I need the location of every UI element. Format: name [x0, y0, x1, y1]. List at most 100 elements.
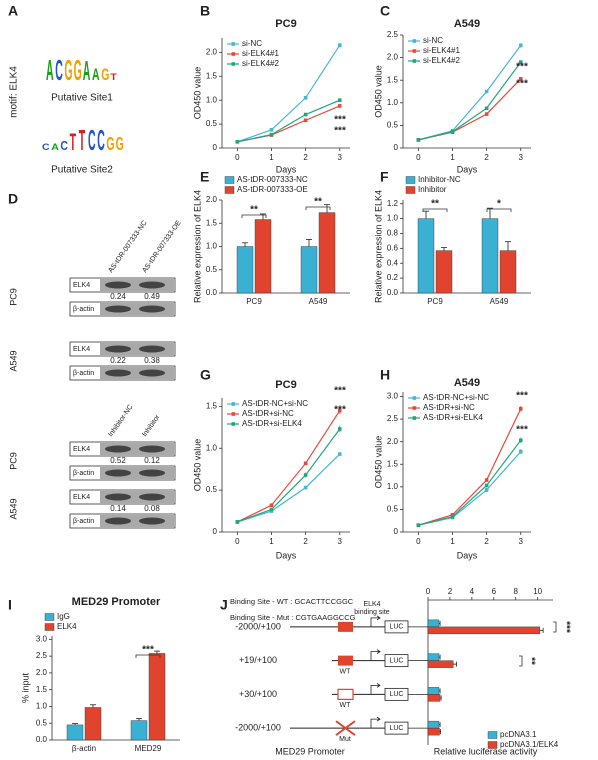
data-point: [269, 503, 274, 507]
cell-label: A549: [8, 350, 18, 371]
panel-label: D: [8, 191, 18, 207]
y-axis-label: OD450 value: [373, 65, 383, 118]
significance: **: [431, 199, 439, 210]
bar: [499, 250, 517, 294]
x-tick-label: 0: [235, 153, 240, 162]
y-tick-label: 0.5: [387, 121, 399, 130]
logo-letter: T: [70, 128, 76, 155]
y-tick-label: 2.0: [387, 437, 399, 446]
y-tick-label: 1.0: [387, 482, 399, 491]
logo-letter: T: [79, 123, 86, 156]
legend-label: pcDNA3.1: [500, 730, 537, 739]
legend-label: AS-tDR+si-NC: [242, 409, 294, 418]
y-tick-label: 3.0: [36, 634, 48, 643]
legend-label: AS-tDR-NC+si-NC: [423, 393, 489, 402]
site-label: Putative Site2: [51, 165, 113, 176]
data-point: [337, 98, 342, 102]
y-tick-label: 0.4: [387, 258, 399, 267]
series-line: [418, 408, 522, 526]
logo-letter: C: [55, 53, 63, 86]
y-tick-label: 1.0: [387, 98, 399, 107]
binding-site: [338, 655, 353, 666]
bar: [427, 687, 440, 695]
y-tick-label: 2.5: [36, 651, 48, 660]
blot-band: [139, 445, 165, 453]
data-point: [303, 473, 308, 477]
legend-swatch: [44, 613, 55, 621]
legend-marker: [412, 49, 417, 53]
legend-swatch: [405, 186, 416, 194]
logo-letter: T: [110, 73, 116, 83]
legend-label: si-NC: [242, 39, 262, 48]
logo-letter: A: [92, 66, 100, 84]
data-point: [450, 514, 455, 519]
y-tick-label: 1.0: [206, 242, 218, 251]
bar: [427, 653, 440, 661]
data-point: [484, 483, 489, 488]
y-tick-label: 0.2: [387, 273, 399, 282]
chart-title: A549: [454, 377, 480, 389]
legend-marker: [412, 406, 417, 410]
legend-label: AS-tDR+si-ELK4: [242, 419, 302, 428]
legend-label: si-NC: [423, 36, 443, 45]
y-tick-label: 0.0: [387, 288, 399, 297]
blot-band: [105, 445, 131, 453]
x-tick-label: 0: [235, 537, 240, 546]
logo-letter: G: [101, 66, 109, 84]
category-label: -2000/+100: [235, 723, 281, 733]
data-point: [303, 112, 308, 117]
blot-row-label: β-actin: [73, 306, 94, 313]
series-line: [418, 78, 522, 141]
panel-label: H: [380, 367, 390, 383]
legend-label: Inhibitor-NC: [418, 175, 461, 184]
significance: ***: [516, 425, 528, 436]
legend-label: AS-tDR+si-ELK4: [423, 413, 483, 422]
series-line: [237, 453, 341, 523]
legend-marker: [231, 62, 236, 66]
legend-marker: [412, 59, 417, 63]
blot-row-label: β-actin: [73, 370, 94, 377]
legend-swatch: [405, 176, 416, 184]
band-quantity: 0.24: [110, 292, 126, 301]
data-point: [337, 452, 342, 456]
category-label: +19/+100: [239, 655, 277, 665]
x-tick-label: 3: [338, 537, 343, 546]
x-axis-label: Relative luciferase activity: [434, 746, 538, 756]
legend-marker: [231, 42, 236, 46]
legend-label: si-ELK4#2: [242, 59, 279, 68]
y-tick-label: 0.0: [36, 735, 48, 744]
y-tick-label: 2.0: [387, 53, 399, 62]
y-tick-label: 0.5: [36, 718, 48, 727]
legend-swatch: [487, 731, 498, 739]
logo-letter: G: [106, 135, 114, 155]
significance-bracket: [135, 654, 161, 658]
significance-bracket: [305, 206, 331, 210]
y-tick-label: 2.0: [36, 668, 48, 677]
significance-bracket: [486, 208, 512, 212]
blot-band: [105, 281, 131, 289]
blot-row-label: ELK4: [73, 446, 90, 453]
data-point: [450, 513, 455, 517]
reporter-label: LUC: [389, 725, 403, 732]
y-tick-label: 0.5: [206, 485, 218, 494]
legend-swatch: [224, 176, 235, 184]
lane-label: Inhibitor-NC: [107, 404, 134, 439]
data-point: [484, 106, 489, 111]
x-tick-label: 0: [416, 537, 421, 546]
data-point: [518, 438, 523, 443]
bar: [427, 626, 541, 635]
legend-swatch: [487, 741, 498, 749]
logo-letter: G: [64, 53, 72, 86]
legend-label: si-ELK4#1: [242, 49, 279, 58]
bar: [66, 724, 84, 741]
band-quantity: 0.08: [144, 504, 160, 513]
y-tick-label: 1.2: [387, 199, 399, 208]
data-point: [337, 104, 342, 108]
data-point: [303, 485, 308, 490]
y-tick-label: 1.0: [206, 443, 218, 452]
y-tick-label: 0.5: [206, 119, 218, 128]
bar: [481, 218, 499, 294]
data-point: [484, 478, 489, 482]
blot-band: [105, 493, 131, 501]
